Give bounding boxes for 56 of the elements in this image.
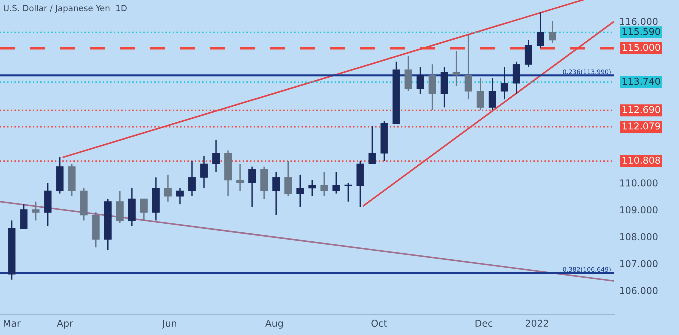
- ref-line-label: 115.000: [622, 44, 660, 52]
- candlestick: [284, 160, 292, 198]
- candlestick: [260, 166, 268, 200]
- y-tick-label: 107.000: [620, 260, 658, 268]
- x-tick-label: Aug: [265, 320, 283, 329]
- y-tick-label: 106.000: [620, 287, 658, 294]
- candlestick: [248, 166, 256, 208]
- y-tick-label: 110.000: [620, 180, 658, 187]
- x-tick-label: Apr: [57, 320, 74, 329]
- x-tick-label: 2022: [526, 320, 548, 328]
- candlestick: [536, 11, 544, 50]
- candlestick: [440, 66, 448, 108]
- y-tick-label: 108.000: [620, 233, 658, 241]
- candlestick: [212, 139, 220, 173]
- candlestick: [452, 50, 460, 87]
- candlestick: [404, 56, 412, 92]
- candlestick: [548, 20, 556, 44]
- candlestick: [500, 66, 508, 100]
- candlestick: [368, 126, 376, 165]
- candlestick: [428, 64, 436, 111]
- candlestick: [128, 188, 136, 227]
- candlestick: [188, 160, 196, 198]
- candlestick: [272, 172, 280, 216]
- candlestick: [524, 40, 532, 68]
- candlestick: [116, 190, 124, 224]
- ref-line-label: 110.808: [622, 156, 660, 164]
- text: U.S. Dollar / Japanese Yen 1D: [4, 5, 127, 14]
- candlestick: [344, 182, 352, 202]
- ref-line-label: 112.079: [622, 122, 660, 130]
- candlestick: [476, 77, 484, 111]
- x-tick-label: Oct: [372, 320, 388, 328]
- candlestick: [236, 164, 244, 192]
- x-tick-label: Mar: [4, 320, 21, 328]
- candlestick: [32, 201, 40, 222]
- candlestick: [320, 172, 328, 198]
- ref-line-label: 113.740: [622, 78, 660, 86]
- candlestick: [164, 174, 172, 202]
- y-tick-label: 109.000: [620, 206, 658, 214]
- candlestick: [512, 61, 520, 95]
- candlestick: [44, 182, 52, 227]
- candlestick: [488, 77, 496, 111]
- x-tick-label: Dec: [476, 320, 493, 328]
- candlestick: [308, 180, 316, 198]
- candlestick: [200, 155, 208, 190]
- x-tick-label: Jun: [162, 320, 177, 329]
- y-tick-label: 116.000: [620, 18, 658, 26]
- candlestick: [332, 172, 340, 194]
- ref-line-label: 112.690: [622, 106, 660, 114]
- candlestick: [464, 34, 472, 100]
- candlestick: [416, 66, 424, 95]
- candlestick: [140, 198, 148, 222]
- candlestick: [20, 204, 28, 230]
- candlestick: [356, 160, 364, 208]
- ref-line-label: 115.590: [622, 28, 660, 36]
- candlestick: [176, 188, 184, 206]
- candlestick: [296, 174, 304, 208]
